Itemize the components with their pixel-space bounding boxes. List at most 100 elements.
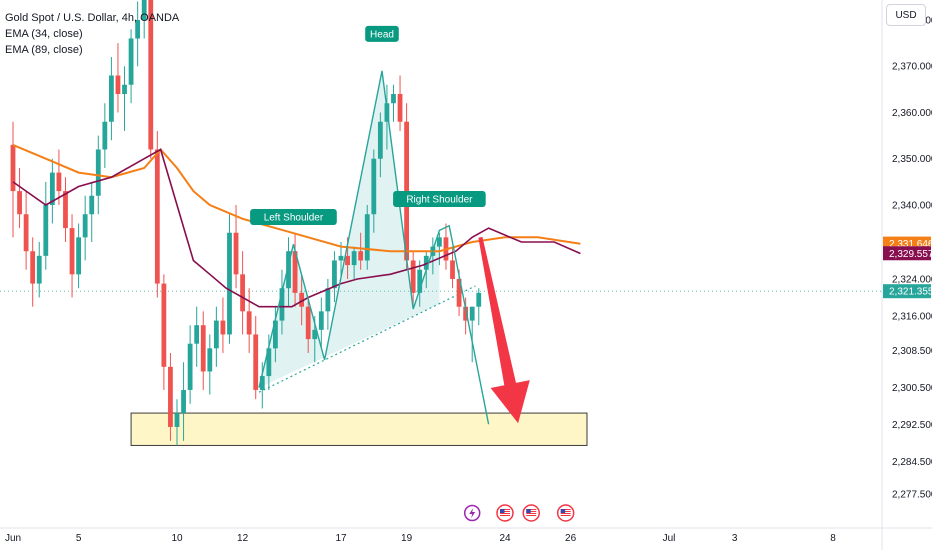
candle — [154, 130, 160, 298]
candle-body — [161, 283, 167, 367]
candle — [187, 325, 193, 404]
candle — [391, 84, 396, 122]
candle — [476, 288, 482, 326]
candle-body — [299, 292, 305, 307]
candle-body — [266, 348, 272, 377]
candle-body — [154, 149, 160, 284]
candle-body — [135, 20, 141, 39]
annotation-text: Left Shoulder — [264, 212, 324, 223]
candle-body — [30, 251, 36, 284]
neckline — [258, 285, 476, 393]
price-badge: 2,329.557 — [883, 246, 932, 261]
time-tick-label: 8 — [830, 533, 836, 544]
candle-body — [89, 195, 95, 215]
candle-body — [391, 93, 396, 104]
candle — [17, 167, 22, 229]
us-flag-event-icon[interactable] — [556, 504, 575, 522]
candle — [286, 237, 291, 307]
candle-body — [273, 320, 278, 349]
candle-body — [397, 93, 403, 122]
candle-body — [463, 306, 469, 321]
candle-body — [122, 84, 127, 94]
candle — [122, 66, 127, 131]
candle — [351, 246, 357, 279]
candle — [10, 121, 16, 238]
lightning-event-icon[interactable] — [463, 504, 481, 522]
price-tick-label: 2,300.500 — [892, 383, 932, 394]
candles-group — [10, 0, 482, 446]
candle — [227, 214, 232, 344]
candle — [325, 278, 331, 330]
head-label: Head — [365, 25, 399, 42]
candle-body — [17, 191, 22, 215]
time-tick-label: 3 — [732, 533, 738, 544]
candle-body — [332, 260, 337, 289]
price-tick-label: 2,360.000 — [892, 108, 932, 119]
candle — [443, 223, 449, 270]
ema34-legend[interactable]: EMA (34, close) — [5, 28, 83, 40]
ema34-line — [12, 148, 581, 308]
candle — [220, 297, 226, 353]
candle — [128, 29, 134, 104]
candle-body — [220, 320, 226, 335]
candle-body — [187, 343, 193, 390]
candle — [410, 251, 416, 307]
candle — [358, 232, 364, 270]
symbol-title[interactable]: Gold Spot / U.S. Dollar, 4h, OANDA — [5, 12, 180, 24]
candle-body — [351, 251, 357, 266]
candle-body — [410, 260, 416, 293]
candle-body — [246, 311, 252, 335]
candle — [76, 223, 81, 289]
candle-body — [10, 144, 16, 192]
candle — [240, 251, 245, 335]
us-flag-event-icon[interactable] — [522, 504, 540, 522]
candle-body — [168, 366, 173, 427]
candle — [437, 232, 442, 266]
target-zone — [130, 412, 588, 446]
time-tick-label: 12 — [237, 533, 249, 544]
ema89-legend[interactable]: EMA (89, close) — [5, 44, 83, 56]
candle — [200, 311, 206, 390]
candle — [338, 241, 344, 279]
time-tick-label: Jun — [5, 533, 21, 544]
candle — [115, 43, 121, 113]
candle — [292, 232, 298, 307]
candle — [253, 315, 259, 400]
candle-body — [109, 75, 114, 122]
candle-body — [318, 311, 324, 330]
candle-body — [36, 255, 42, 284]
candle-body — [43, 204, 49, 256]
currency-button[interactable]: USD — [886, 4, 926, 26]
candle-body — [325, 288, 331, 312]
candle-body — [69, 228, 75, 275]
candle — [63, 177, 68, 242]
candle — [141, 0, 147, 39]
left-shoulder-label: Left Shoulder — [250, 208, 337, 225]
us-flag-event-icon[interactable] — [496, 504, 514, 522]
candle-body — [95, 149, 101, 196]
candle — [469, 306, 475, 363]
time-tick-label: 17 — [335, 533, 347, 544]
candle-body — [82, 214, 88, 238]
candle — [194, 306, 200, 367]
candle — [30, 237, 36, 307]
annotation-text: Head — [370, 29, 394, 40]
candle — [364, 204, 370, 270]
candle — [135, 1, 141, 67]
candle — [246, 288, 252, 353]
chart-legend: Gold Spot / U.S. Dollar, 4h, OANDA EMA (… — [5, 10, 179, 58]
pattern-fill — [259, 70, 440, 388]
candle-body — [253, 334, 259, 390]
candle — [332, 251, 337, 303]
candle-body — [141, 0, 147, 20]
price-tick-label: 2,340.000 — [892, 200, 932, 211]
candle-body — [23, 214, 29, 252]
candle-body — [207, 348, 213, 372]
candle — [233, 204, 239, 289]
candle — [213, 306, 219, 367]
price-tick-label: 2,292.500 — [892, 420, 932, 431]
candle — [377, 112, 383, 178]
price-badge-label: 2,321.355 — [889, 287, 932, 298]
